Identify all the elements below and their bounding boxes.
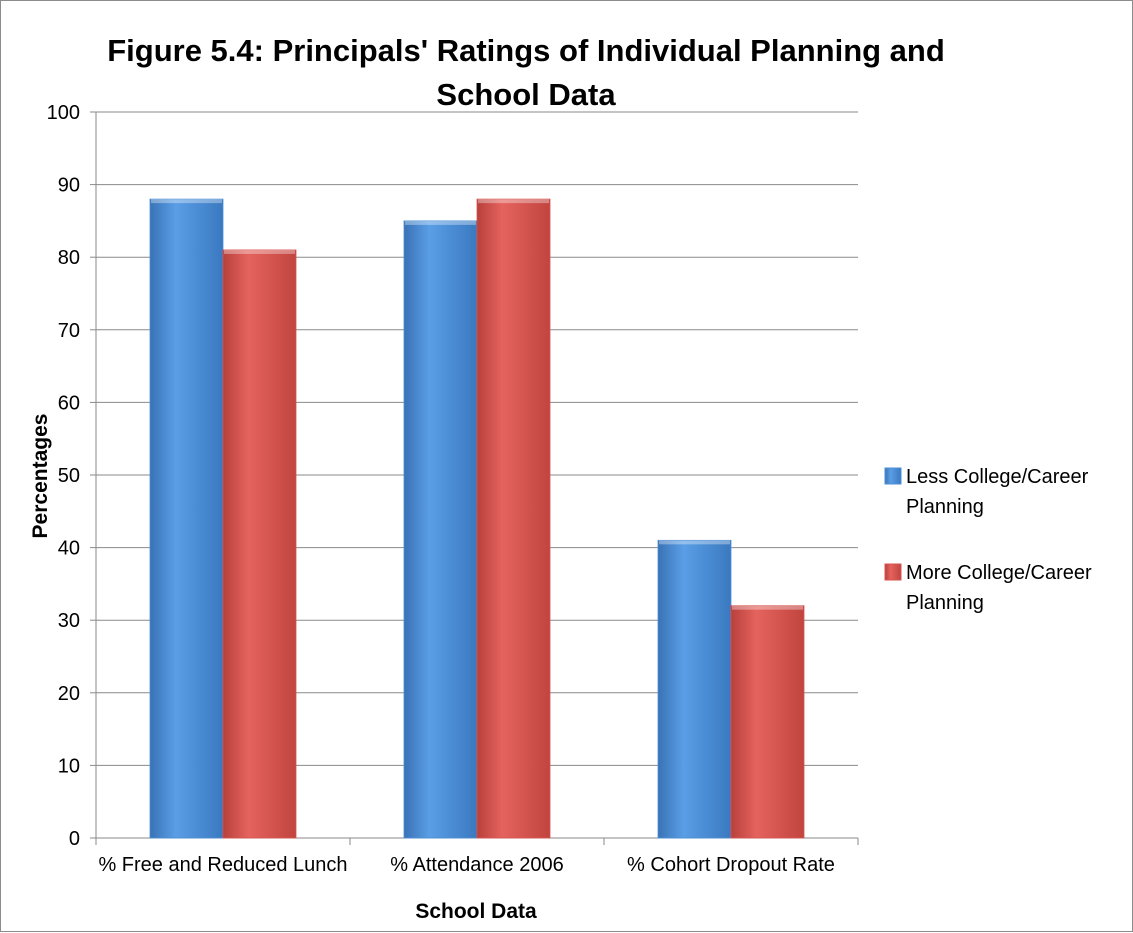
y-axis-title: Percentages xyxy=(29,414,52,539)
bar-highlight xyxy=(732,605,803,610)
legend-swatch-less xyxy=(884,467,902,485)
legend-label: Planning xyxy=(906,496,984,518)
legend-label: Less College/Career xyxy=(906,466,1089,488)
bar-highlight xyxy=(224,249,295,254)
bar-highlight xyxy=(151,199,222,204)
y-tick-label: 40 xyxy=(58,538,80,560)
bar-highlight xyxy=(405,220,476,225)
y-tick-label: 0 xyxy=(69,828,80,850)
legend: Less College/Career Planning More College/… xyxy=(884,466,1092,614)
y-tick-label: 90 xyxy=(58,175,80,197)
y-tick-label: 20 xyxy=(58,683,80,705)
x-tick-label: % Free and Reduced Lunch xyxy=(98,854,347,876)
chart-title: Figure 5.4: Principals' Ratings of Indiv… xyxy=(107,33,945,112)
bar-highlight xyxy=(478,199,549,204)
x-tick-label: % Attendance 2006 xyxy=(390,854,563,876)
y-tick-label: 30 xyxy=(58,610,80,632)
bar-less-2 xyxy=(657,539,732,839)
bar-more-1 xyxy=(476,198,551,839)
y-tick-label: 50 xyxy=(58,465,80,487)
y-tick-labels: 0 10 20 30 40 50 60 70 80 90 100 xyxy=(47,102,80,850)
y-tick-label: 10 xyxy=(58,755,80,777)
chart-title-line: Figure 5.4: Principals' Ratings of Indiv… xyxy=(107,33,945,68)
chart-title-line: School Data xyxy=(436,77,616,112)
bar-less-1 xyxy=(403,220,478,839)
bar-less-0 xyxy=(149,198,224,839)
legend-swatch-more xyxy=(884,563,902,581)
bars xyxy=(149,198,805,839)
legend-label: More College/Career xyxy=(906,562,1092,584)
bar-more-2 xyxy=(730,605,805,839)
x-tick-labels: % Free and Reduced Lunch % Attendance 200… xyxy=(98,854,834,876)
bar-highlight xyxy=(659,540,730,545)
bar-more-0 xyxy=(222,249,297,839)
legend-label: Planning xyxy=(906,592,984,614)
y-tick-label: 100 xyxy=(47,102,80,124)
y-tick-label: 70 xyxy=(58,320,80,342)
y-tick-label: 80 xyxy=(58,247,80,269)
x-axis-title: School Data xyxy=(415,900,537,923)
y-tick-label: 60 xyxy=(58,392,80,414)
x-tick-label: % Cohort Dropout Rate xyxy=(627,854,835,876)
